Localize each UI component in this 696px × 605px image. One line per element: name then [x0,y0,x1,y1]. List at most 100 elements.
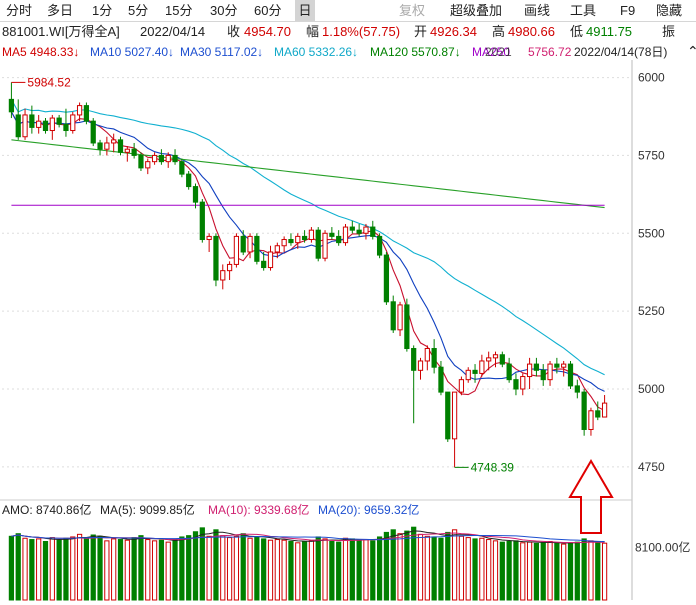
volume-bar-down [90,534,96,601]
toolbar-intraday[interactable]: 分时 [6,3,33,18]
volume-bar-down [383,531,390,601]
volume-bar-down [581,538,587,601]
candle-up [111,139,117,144]
candle-up [49,117,55,132]
volume-bar-up [36,538,42,601]
candle-up [145,161,151,169]
candle-up [342,226,349,244]
volume-bar-down [431,536,437,601]
candle-down [533,363,540,371]
volume-bar-up [49,537,55,601]
volume-bar-down [533,542,540,601]
toolbar-daily[interactable]: 日 [295,0,315,21]
candle-up [281,239,287,247]
price-grid [0,60,633,600]
candle-down [42,120,49,132]
volume-bar-down [356,539,362,601]
toolbar-adjust[interactable]: 复权 [399,3,426,18]
volume-bar-up [458,535,465,601]
high-value: 4980.66 [508,24,555,39]
toolbar-30min[interactable]: 30分 [210,3,238,18]
toolbar-f9[interactable]: F9 [620,3,636,18]
range-end: 2022/04/14(78日) [574,45,668,59]
toolbar-draw-line[interactable]: 画线 [524,3,551,18]
volume-bar-down [63,537,69,601]
volume-bar-up [267,539,274,601]
volume-bar-up [322,538,328,601]
volume-bar-up [220,535,226,601]
volume-bar-down [179,536,185,601]
high-annotation: 5984.52 [27,75,71,89]
candle-down [581,391,587,430]
toolbar-multi-day[interactable]: 多日 [47,3,74,18]
collapse-arrow-icon[interactable]: ⌃ [687,43,696,59]
volume-bar-down [138,535,144,601]
volume-bar-up [561,543,567,601]
volume-bar-down [288,541,294,601]
candle-up [451,391,458,440]
ma30-line [10,99,605,376]
volume-bar-down [513,540,519,601]
candle-up [424,348,430,362]
toolbar-hide[interactable]: 隐藏 [656,3,683,18]
volume-bar-up [295,542,301,601]
toolbar-15min[interactable]: 15分 [165,3,193,18]
low-annotation: 4748.39 [471,460,515,474]
volume-bar-down [554,542,560,601]
up-arrow-shape [568,459,614,534]
volume-bar-down [411,526,417,601]
volume-bar-down [8,535,15,601]
candle-down [254,235,260,262]
candle-down [506,363,512,381]
volume-bar-down [172,539,178,601]
candles [8,82,608,468]
volume-bar-down [595,542,601,601]
y-tick-label: 4750 [638,460,665,474]
low-label: 低 [570,24,584,39]
volume-bar-down [506,541,512,601]
volume-bar-up [520,542,526,601]
volume-bar-up [274,539,280,601]
volume-bar-up [165,541,171,601]
volume-bar-down [390,529,396,601]
ma250-legend-prefix: MA250 [472,45,511,59]
toolbar-tools[interactable]: 工具 [570,3,597,18]
vol-ma20-legend: MA(20): 9659.32亿 [318,503,420,517]
ma250-legend-value: 5756.72 [528,45,572,59]
volume-bar-down [131,537,137,601]
volume-bar-up [526,541,533,601]
candle-down [595,410,601,418]
candle-down [315,229,321,259]
ma5-line [10,111,605,411]
volume-axis-label: 8100.00亿 [635,539,690,554]
volume-bar-up [70,536,76,601]
toolbar-60min[interactable]: 60分 [254,3,282,18]
change-value: 1.18%(57.75) [322,24,401,39]
toolbar-5min[interactable]: 5分 [128,3,149,18]
ma10-legend: MA10 5027.40↓ [90,45,175,59]
volume-bar-up [233,535,240,601]
candle-up [520,376,526,390]
candle-up [479,360,485,374]
candle-down [131,148,137,156]
close-label: 收 [227,24,241,39]
candle-up [206,235,212,241]
volume-bar-down [158,539,165,601]
candle-up [124,148,130,153]
range-prefix: 2021 [485,45,512,59]
candle-up [151,154,158,163]
candle-down [186,173,192,188]
volume-bar-down [540,542,546,601]
toolbar-super-overlay[interactable]: 超级叠加 [450,3,503,18]
volume-bar-down [370,540,376,601]
candle-up [308,229,315,241]
candle-down [192,186,199,203]
y-tick-label: 5250 [638,304,665,318]
toolbar-1min[interactable]: 1分 [92,3,113,18]
candle-up [104,142,110,150]
candle-down [301,235,308,241]
high-label: 高 [492,24,506,39]
volume-bar-up [417,533,424,601]
volume-bar-up [226,537,233,601]
candle-down [431,348,437,368]
